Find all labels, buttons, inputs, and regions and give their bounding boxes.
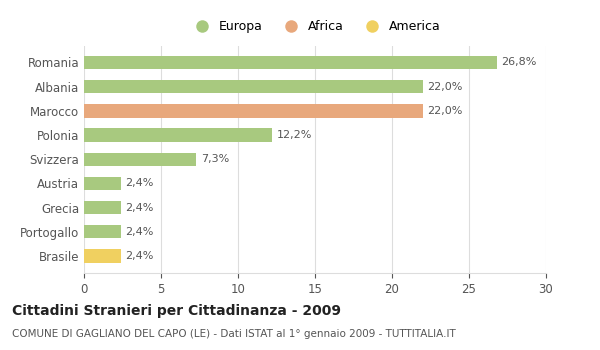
- Text: 2,4%: 2,4%: [125, 251, 154, 261]
- Bar: [84, 201, 121, 214]
- Bar: [84, 177, 121, 190]
- Text: COMUNE DI GAGLIANO DEL CAPO (LE) - Dati ISTAT al 1° gennaio 2009 - TUTTITALIA.IT: COMUNE DI GAGLIANO DEL CAPO (LE) - Dati …: [12, 329, 456, 339]
- Bar: [84, 249, 121, 262]
- Bar: [84, 225, 121, 238]
- Text: 26,8%: 26,8%: [502, 57, 537, 68]
- Bar: [84, 128, 272, 142]
- Text: 12,2%: 12,2%: [277, 130, 312, 140]
- Text: 2,4%: 2,4%: [125, 203, 154, 213]
- Text: 22,0%: 22,0%: [427, 106, 463, 116]
- Text: 2,4%: 2,4%: [125, 178, 154, 188]
- Text: 22,0%: 22,0%: [427, 82, 463, 92]
- Text: 7,3%: 7,3%: [201, 154, 229, 164]
- Text: 2,4%: 2,4%: [125, 227, 154, 237]
- Legend: Europa, Africa, America: Europa, Africa, America: [184, 15, 446, 38]
- Bar: [84, 153, 196, 166]
- Bar: [84, 56, 497, 69]
- Text: Cittadini Stranieri per Cittadinanza - 2009: Cittadini Stranieri per Cittadinanza - 2…: [12, 304, 341, 318]
- Bar: [84, 104, 423, 118]
- Bar: [84, 80, 423, 93]
